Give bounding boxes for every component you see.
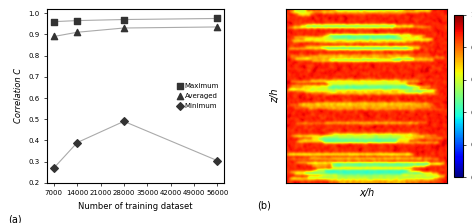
Minimum	[50, 166, 58, 170]
Averaged	[120, 26, 128, 30]
Text: (b): (b)	[257, 200, 270, 210]
Averaged	[213, 25, 221, 29]
Averaged	[74, 31, 81, 34]
Minimum	[213, 159, 221, 162]
Y-axis label: z/h: z/h	[270, 89, 280, 103]
X-axis label: Number of training dataset: Number of training dataset	[78, 202, 193, 211]
Maximum	[74, 19, 81, 22]
Minimum	[120, 120, 128, 123]
Y-axis label: Correlation C: Correlation C	[14, 68, 23, 124]
Averaged	[50, 35, 58, 38]
X-axis label: x/h: x/h	[359, 188, 374, 198]
Legend: Maximum, Averaged, Minimum: Maximum, Averaged, Minimum	[176, 81, 220, 110]
Maximum	[50, 20, 58, 23]
Text: (a): (a)	[8, 214, 22, 223]
Minimum	[74, 141, 81, 144]
Maximum	[120, 18, 128, 21]
Maximum	[213, 17, 221, 20]
